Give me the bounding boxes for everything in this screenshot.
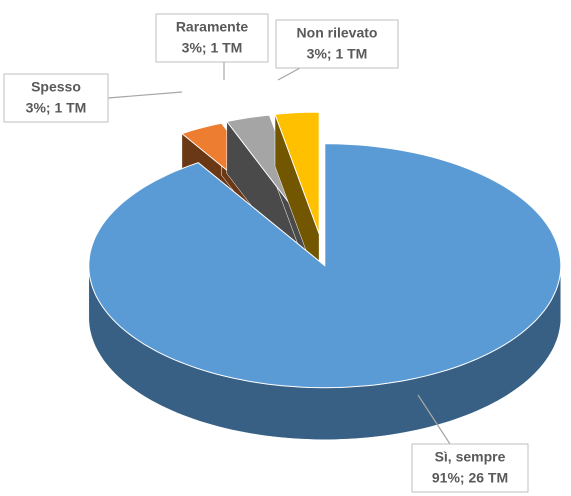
category-label: Spesso <box>31 79 81 95</box>
leader-line <box>107 91 183 99</box>
value-label: 3%; 1 TM <box>26 100 87 116</box>
label-box <box>3 73 109 123</box>
label-box <box>275 19 399 69</box>
value-label: 91%; 26 TM <box>432 470 508 486</box>
category-label: Raramente <box>176 19 249 35</box>
category-label: Non rilevato <box>297 25 378 41</box>
leader-line <box>277 67 301 81</box>
pie-slice <box>88 143 562 440</box>
label-box <box>155 13 269 63</box>
value-label: 3%; 1 TM <box>307 46 368 62</box>
category-label: Sì, sempre <box>435 449 506 465</box>
slice-top <box>88 143 562 389</box>
label-box <box>411 443 529 493</box>
leader-line <box>417 394 451 445</box>
slice-top <box>274 111 320 235</box>
value-label: 3%; 1 TM <box>182 40 243 56</box>
